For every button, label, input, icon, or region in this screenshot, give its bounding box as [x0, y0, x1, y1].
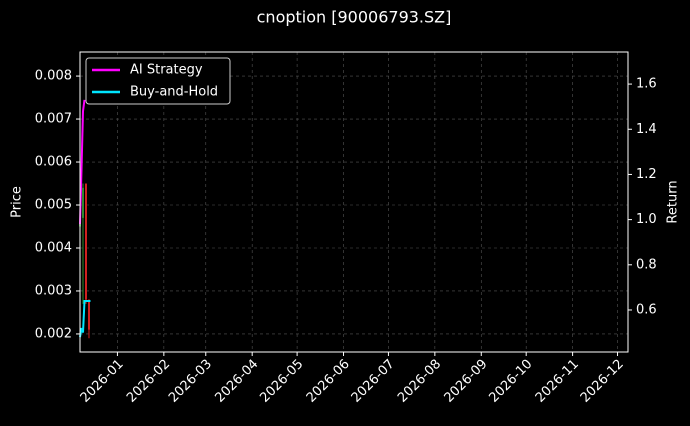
y2-tick-label: 1.0: [636, 212, 657, 227]
x-tick-label: 2026-02: [124, 357, 173, 406]
candle-body: [81, 187, 84, 218]
marks: [79, 99, 91, 339]
candle-body: [84, 183, 87, 300]
x-tick-label: 2026-12: [578, 357, 627, 406]
y2-tick-label: 1.6: [636, 77, 657, 92]
y2-tick-label: 0.8: [636, 257, 657, 272]
x-tick-label: 2026-07: [349, 357, 398, 406]
legend-box: [85, 57, 231, 105]
series-line: [79, 299, 91, 338]
y-tick-label: 0.005: [35, 198, 72, 213]
y-tick-label: 0.007: [35, 112, 72, 127]
y2-tick-label: 0.6: [636, 302, 657, 317]
y2-tick-label: 1.2: [636, 167, 657, 182]
legend-label: AI Strategy: [130, 63, 203, 78]
y-axis-label: Price: [10, 186, 25, 218]
y-tick-label: 0.008: [35, 69, 72, 84]
x-tick-label: 2026-08: [395, 357, 444, 406]
legend-label: Buy-and-Hold: [130, 85, 218, 100]
series-line: [79, 99, 86, 225]
y-tick-label: 0.006: [35, 155, 72, 170]
x-tick-label: 2026-01: [78, 357, 127, 406]
x-tick-label: 2026-03: [166, 357, 215, 406]
y-tick-label: 0.004: [35, 240, 72, 255]
grid: [80, 52, 628, 352]
x-tick-label: 2026-09: [442, 357, 491, 406]
x-tick-label: 2026-06: [304, 357, 353, 406]
y2-tick-label: 1.4: [636, 122, 657, 137]
plot-frame: [79, 51, 629, 353]
x-tick-label: 2026-04: [212, 357, 261, 406]
y-tick-label: 0.003: [35, 283, 72, 298]
x-tick-label: 2026-11: [533, 357, 582, 406]
y-tick-label: 0.002: [35, 326, 72, 341]
x-tick-label: 2026-05: [257, 357, 306, 406]
chart-title: cnoption [90006793.SZ]: [257, 8, 452, 27]
y2-axis-label: Return: [666, 180, 681, 223]
candle-body: [87, 299, 90, 330]
legend: AI Strategy Buy-and-Hold: [85, 57, 231, 105]
x-tick-label: 2026-10: [486, 357, 535, 406]
